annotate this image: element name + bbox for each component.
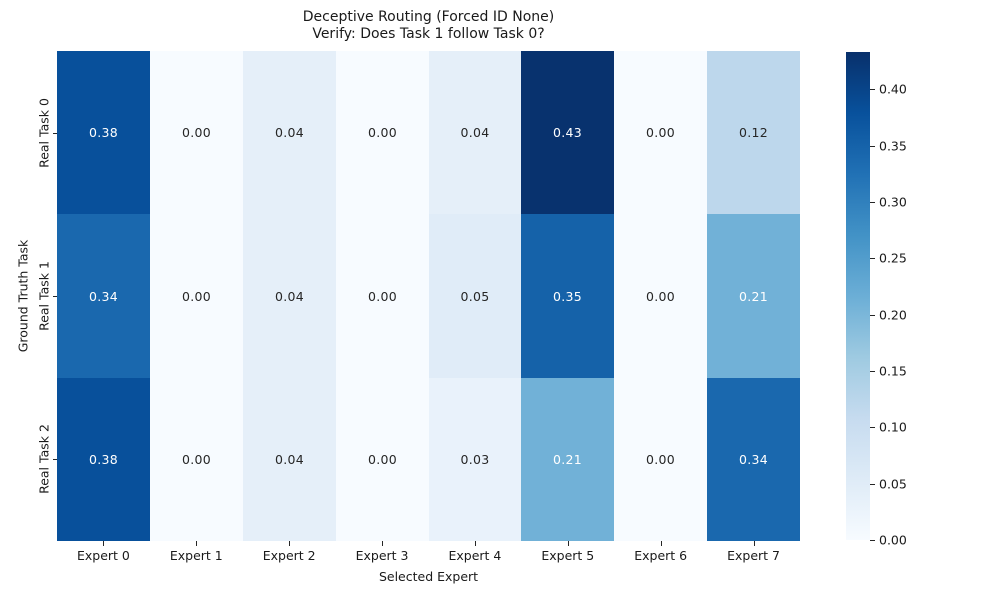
- heatmap-cell: 0.03: [429, 378, 521, 541]
- heatmap-cell: 0.35: [521, 214, 614, 378]
- cell-annotation: 0.12: [738, 125, 769, 140]
- heatmap-cell: 0.04: [243, 214, 336, 378]
- cell-annotation: 0.04: [274, 452, 305, 467]
- colorbar-tick-label: 0.40: [879, 81, 907, 97]
- heatmap-cell: 0.21: [707, 214, 800, 378]
- cell-annotation: 0.35: [552, 288, 583, 304]
- heatmap-cell: 0.04: [243, 378, 336, 541]
- chart-title-line2: Verify: Does Task 1 follow Task 0?: [312, 26, 545, 42]
- cell-annotation: 0.00: [645, 125, 676, 140]
- colorbar-tick-label: 0.00: [879, 532, 907, 548]
- colorbar-tick-label: 0.10: [879, 419, 907, 435]
- x-tick-label: Expert 4: [448, 548, 502, 563]
- heatmap-cell: 0.00: [614, 51, 707, 214]
- axis-tick: [52, 459, 57, 460]
- axis-tick: [568, 541, 569, 546]
- heatmap-cell: 0.00: [150, 51, 243, 214]
- cell-annotation: 0.00: [181, 288, 212, 304]
- cell-annotation: 0.38: [88, 452, 119, 467]
- heatmap-cell: 0.00: [150, 378, 243, 541]
- cell-annotation: 0.21: [738, 288, 769, 304]
- chart-title: Deceptive Routing (Forced ID None) Verif…: [57, 9, 800, 43]
- x-tick-label: Expert 0: [76, 548, 130, 563]
- x-axis-label: Selected Expert: [378, 569, 479, 584]
- heatmap-cell: 0.04: [429, 51, 521, 214]
- x-tick-label: Expert 7: [727, 548, 781, 563]
- y-axis-label: Ground Truth Task: [15, 239, 31, 353]
- colorbar-tick-label: 0.05: [879, 476, 907, 492]
- cell-annotation: 0.38: [88, 125, 119, 140]
- heatmap-cell: 0.00: [336, 214, 429, 378]
- heatmap-cell: 0.04: [243, 51, 336, 214]
- axis-tick: [196, 541, 197, 546]
- cell-annotation: 0.00: [645, 288, 676, 304]
- colorbar-tick: [870, 89, 875, 90]
- colorbar-tick-label: 0.30: [879, 194, 907, 210]
- axis-tick: [52, 296, 57, 297]
- cell-annotation: 0.04: [460, 125, 490, 140]
- heatmap-cell: 0.43: [521, 51, 614, 214]
- colorbar-tick: [870, 540, 875, 541]
- cell-annotation: 0.34: [88, 288, 119, 304]
- heatmap-cell: 0.21: [521, 378, 614, 541]
- axis-tick: [661, 541, 662, 546]
- x-tick-label: Expert 3: [355, 548, 409, 563]
- y-tick-label: Real Task 0: [36, 97, 52, 168]
- cell-annotation: 0.00: [367, 288, 398, 304]
- colorbar-tick: [870, 146, 875, 147]
- cell-annotation: 0.00: [181, 452, 212, 467]
- axis-tick: [289, 541, 290, 546]
- cell-annotation: 0.05: [460, 288, 490, 304]
- colorbar-tick: [870, 315, 875, 316]
- heatmap-cell: 0.38: [57, 378, 150, 541]
- axis-tick: [52, 133, 57, 134]
- cell-annotation: 0.04: [274, 125, 305, 140]
- axis-tick: [754, 541, 755, 546]
- colorbar: [846, 52, 870, 540]
- heatmap-grid: 0.38 0.00 0.04 0.00 0.04 0.43 0.00 0.12 0.34 0.00…: [57, 51, 800, 541]
- cell-annotation: 0.00: [181, 125, 212, 140]
- heatmap-cell: 0.00: [614, 378, 707, 541]
- cell-annotation: 0.00: [367, 452, 398, 467]
- x-tick-label: Expert 5: [541, 548, 595, 563]
- heatmap-cell: 0.00: [150, 214, 243, 378]
- colorbar-tick: [870, 371, 875, 372]
- x-tick-label: Expert 2: [262, 548, 316, 563]
- y-tick-label: Real Task 1: [36, 261, 52, 331]
- colorbar-tick: [870, 484, 875, 485]
- cell-annotation: 0.04: [274, 288, 305, 304]
- axis-tick: [103, 541, 104, 546]
- cell-annotation: 0.00: [367, 125, 398, 140]
- x-tick-label: Expert 1: [169, 548, 223, 563]
- colorbar-tick: [870, 202, 875, 203]
- y-tick-label: Real Task 2: [36, 424, 52, 495]
- heatmap-cell: 0.00: [336, 51, 429, 214]
- chart-title-line1: Deceptive Routing (Forced ID None): [302, 9, 555, 25]
- colorbar-tick-label: 0.35: [879, 138, 907, 154]
- heatmap-cell: 0.34: [707, 378, 800, 541]
- colorbar-tick-label: 0.25: [879, 250, 907, 266]
- colorbar-tick-label: 0.15: [879, 363, 907, 379]
- cell-annotation: 0.00: [645, 452, 676, 467]
- heatmap-cell: 0.12: [707, 51, 800, 214]
- colorbar-tick: [870, 427, 875, 428]
- cell-annotation: 0.34: [738, 452, 769, 467]
- heatmap-cell: 0.05: [429, 214, 521, 378]
- heatmap-cell: 0.38: [57, 51, 150, 214]
- heatmap-cell: 0.00: [614, 214, 707, 378]
- colorbar-tick-label: 0.20: [879, 307, 907, 323]
- colorbar-tick: [870, 258, 875, 259]
- cell-annotation: 0.21: [552, 452, 583, 467]
- heatmap-cell: 0.34: [57, 214, 150, 378]
- axis-tick: [382, 541, 383, 546]
- cell-annotation: 0.03: [460, 452, 490, 467]
- heatmap-cell: 0.00: [336, 378, 429, 541]
- axis-tick: [475, 541, 476, 546]
- x-tick-label: Expert 6: [634, 548, 688, 563]
- cell-annotation: 0.43: [552, 125, 583, 140]
